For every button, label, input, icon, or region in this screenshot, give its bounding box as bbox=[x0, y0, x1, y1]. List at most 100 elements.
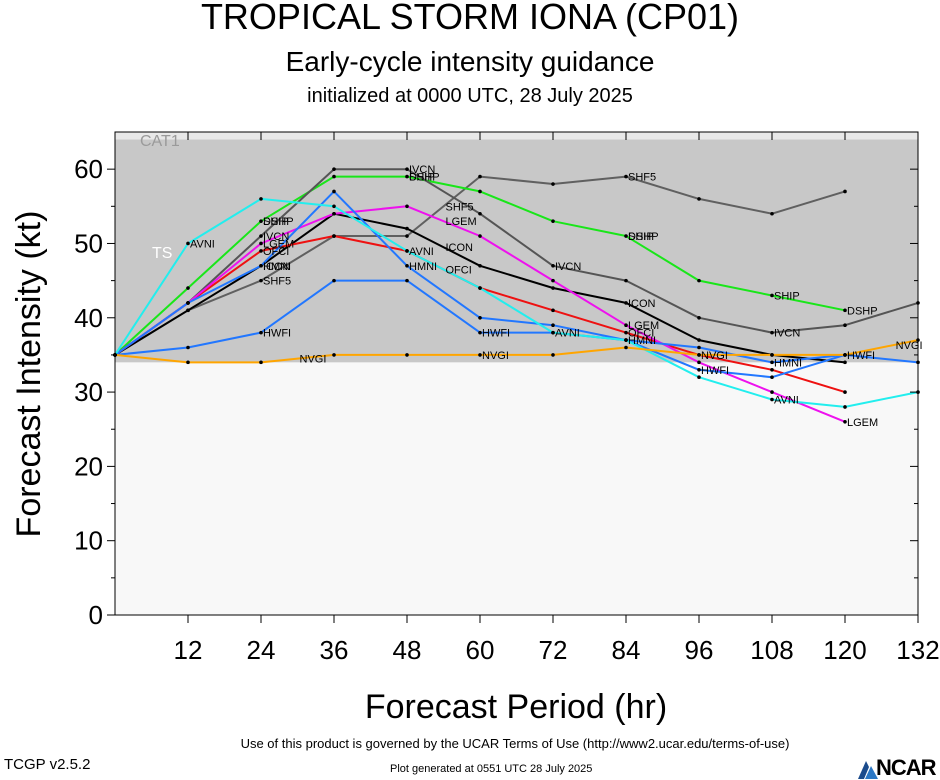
x-tick-label: 12 bbox=[174, 635, 203, 665]
data-point-ivcn bbox=[624, 278, 628, 283]
data-point-lgem bbox=[770, 390, 774, 394]
y-tick-label: 20 bbox=[74, 451, 103, 481]
data-point-avni bbox=[697, 375, 701, 380]
series-label-icon: ICON bbox=[446, 242, 474, 254]
data-point-icon bbox=[405, 226, 409, 231]
data-point-shf5 bbox=[551, 182, 555, 186]
series-label-hwfi: HWFI bbox=[701, 365, 729, 377]
x-tick-label: 84 bbox=[612, 635, 641, 665]
series-label-lgem: LGEM bbox=[446, 216, 477, 228]
data-point-icon bbox=[843, 360, 847, 365]
data-point-avni bbox=[478, 286, 482, 290]
series-label-ofci: OFCI bbox=[446, 264, 472, 276]
data-point-ofci bbox=[332, 234, 336, 238]
series-label-hwfi: HWFI bbox=[847, 350, 875, 362]
y-tick-label: 50 bbox=[74, 228, 103, 258]
band-label-cat1: CAT1 bbox=[140, 133, 180, 150]
x-tick-label: 96 bbox=[685, 635, 714, 665]
series-label-avni: AVNI bbox=[555, 328, 580, 340]
x-axis-label: Forecast Period (hr) bbox=[365, 688, 667, 726]
data-point-hmni bbox=[478, 315, 482, 320]
data-point-ofci bbox=[551, 308, 555, 313]
data-point-hwfi bbox=[478, 330, 482, 335]
data-point-nvgi bbox=[259, 360, 263, 365]
data-point-nvgi bbox=[405, 353, 409, 357]
data-point-nvgi bbox=[770, 353, 774, 357]
data-point-dshp bbox=[259, 219, 263, 223]
data-point-ivcn bbox=[551, 263, 555, 268]
series-label-ivcn: IVCN bbox=[409, 164, 435, 176]
version-label: TCGP v2.5.2 bbox=[4, 756, 91, 773]
data-point-lgem bbox=[624, 323, 628, 328]
data-point-lgem bbox=[697, 360, 701, 365]
data-point-shf5 bbox=[770, 211, 774, 216]
data-point-shf5 bbox=[697, 197, 701, 201]
data-point-avni bbox=[551, 330, 555, 335]
data-point-dshp bbox=[770, 293, 774, 298]
series-label-icon: ICON bbox=[263, 261, 291, 273]
data-point-ivcn bbox=[478, 211, 482, 216]
data-point-nvgi bbox=[332, 353, 336, 357]
series-label-ivcn: IVCN bbox=[263, 231, 289, 243]
data-point-hmni bbox=[770, 360, 774, 365]
data-point-hwfi bbox=[405, 278, 409, 283]
data-point-dshp bbox=[843, 308, 847, 313]
series-label-hmni: HMNI bbox=[774, 357, 802, 369]
series-label-hwfi: HWFI bbox=[482, 328, 510, 340]
band-below-ts bbox=[115, 362, 918, 615]
data-point-ivcn bbox=[770, 330, 774, 335]
series-label-nvgi: NVGI bbox=[300, 354, 327, 366]
data-point-ivcn bbox=[697, 315, 701, 320]
data-point-ofci bbox=[843, 390, 847, 394]
data-point-icon bbox=[697, 338, 701, 342]
series-label-avni: AVNI bbox=[190, 238, 215, 250]
series-labels: SHF5SHF5SHF5DSHPDSHPDSHPDSHPSHIPSHIPSHIP… bbox=[190, 164, 923, 429]
generated-time: Plot generated at 0551 UTC 28 July 2025 bbox=[390, 763, 593, 775]
series-label-ship: SHIP bbox=[628, 231, 654, 243]
x-tick-label: 132 bbox=[896, 635, 939, 665]
series-label-ofci: OFCI bbox=[263, 246, 289, 258]
data-point-lgem bbox=[405, 204, 409, 209]
data-point-dshp bbox=[551, 219, 555, 223]
data-point-ivcn bbox=[405, 167, 409, 171]
data-point-hmni bbox=[697, 345, 701, 350]
data-point-avni bbox=[770, 397, 774, 402]
x-tick-label: 36 bbox=[320, 635, 349, 665]
data-point-hmni bbox=[405, 263, 409, 268]
data-point-icon bbox=[186, 308, 190, 313]
series-label-lgem: LGEM bbox=[263, 238, 294, 250]
data-point-ofci bbox=[770, 367, 774, 372]
intensity-bands: TS CAT1 bbox=[115, 132, 918, 615]
data-point-hmni bbox=[259, 263, 263, 268]
series-label-hwfi: HWFI bbox=[263, 328, 291, 340]
axes: 0 10 20 30 40 50 60 12 24 36 48 60 72 84 96 108 120 132 Fo… bbox=[10, 131, 940, 726]
data-point-nvgi bbox=[551, 353, 555, 357]
series-label-shf5: SHF5 bbox=[628, 172, 656, 184]
series-label-ship: SHIP bbox=[409, 172, 435, 184]
data-point-hwfi bbox=[186, 345, 190, 350]
x-tick-label: 72 bbox=[539, 635, 568, 665]
data-point-hmni bbox=[551, 323, 555, 328]
chart-title: TROPICAL STORM IONA (CP01) bbox=[200, 0, 740, 37]
y-axis-label: Forecast Intensity (kt) bbox=[10, 211, 48, 538]
series-label-avni: AVNI bbox=[774, 395, 799, 407]
series-label-nvgi: NVGI bbox=[482, 350, 509, 362]
data-point-dshp bbox=[332, 174, 336, 179]
series-label-lgem: LGEM bbox=[628, 320, 659, 332]
series-label-avni: AVNI bbox=[409, 246, 434, 258]
series-label-dshp: DSHP bbox=[263, 216, 294, 228]
data-point-hmni bbox=[332, 189, 336, 194]
data-point-dshp bbox=[624, 234, 628, 238]
data-point-nvgi bbox=[843, 353, 847, 357]
data-point-lgem bbox=[843, 420, 847, 424]
data-point-dshp bbox=[697, 278, 701, 283]
data-point-lgem bbox=[551, 278, 555, 283]
ncar-logo: NCAR bbox=[856, 755, 940, 780]
data-point-avni bbox=[843, 405, 847, 409]
data-point-hmni bbox=[186, 301, 190, 305]
band-label-ts: TS bbox=[152, 245, 172, 262]
data-point-hwfi bbox=[332, 278, 336, 283]
data-point-nvgi bbox=[697, 353, 701, 357]
data-point-shf5 bbox=[259, 278, 263, 283]
